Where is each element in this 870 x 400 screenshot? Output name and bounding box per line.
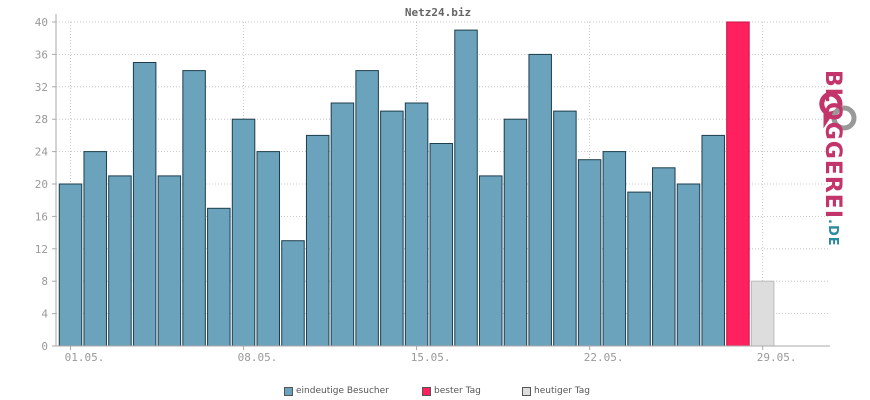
bar-eindeutige-besucher bbox=[652, 167, 676, 347]
bar-eindeutige-besucher bbox=[355, 70, 379, 347]
bar-eindeutige-besucher bbox=[281, 240, 305, 347]
bar-eindeutige-besucher bbox=[404, 102, 429, 347]
x-tick-label: 29.05. bbox=[757, 351, 797, 364]
y-tick-label: 12 bbox=[35, 243, 48, 256]
x-tick-label: 22.05. bbox=[584, 351, 624, 364]
legend-swatch-today bbox=[522, 386, 531, 396]
bar-eindeutige-besucher bbox=[108, 175, 132, 347]
bar-eindeutige-besucher bbox=[380, 110, 404, 347]
chart-title: Netz24.biz bbox=[405, 6, 471, 19]
bar-eindeutige-besucher bbox=[602, 151, 627, 347]
bar-eindeutige-besucher bbox=[330, 102, 355, 347]
bar-eindeutige-besucher bbox=[478, 175, 503, 347]
legend-item-best-day: bester Tag bbox=[422, 386, 481, 396]
bar-eindeutige-besucher bbox=[627, 191, 651, 347]
bar-eindeutige-besucher bbox=[577, 159, 602, 347]
x-tick-label: 15.05. bbox=[411, 351, 451, 364]
legend-swatch-best-day bbox=[422, 386, 431, 396]
bar-eindeutige-besucher bbox=[83, 151, 107, 347]
bar-eindeutige-besucher bbox=[182, 70, 206, 347]
bar-eindeutige-besucher bbox=[701, 134, 725, 347]
legend: eindeutige Besucher bester Tag heutiger … bbox=[0, 386, 870, 400]
y-tick-label: 32 bbox=[35, 81, 48, 94]
bar-eindeutige-besucher bbox=[207, 207, 231, 347]
legend-swatch-visitors bbox=[284, 386, 293, 396]
bar-eindeutige-besucher bbox=[256, 151, 281, 347]
y-tick-label: 36 bbox=[35, 48, 48, 61]
y-tick-label: 24 bbox=[35, 146, 49, 159]
bars bbox=[58, 21, 775, 347]
axes: 0 4 8 12 16 20 24 28 32 36 40 01.05. 08.05. 15.05. 22.… bbox=[35, 14, 830, 364]
legend-label-best-day: bester Tag bbox=[434, 386, 481, 396]
y-tick-label: 16 bbox=[35, 210, 48, 223]
bar-eindeutige-besucher bbox=[132, 62, 157, 347]
bar-eindeutige-besucher bbox=[503, 118, 528, 347]
bar-eindeutige-besucher bbox=[528, 53, 552, 347]
bar-eindeutige-besucher bbox=[157, 175, 182, 347]
y-tick-label: 4 bbox=[41, 308, 48, 321]
bloggerei-logo-icon bbox=[819, 91, 857, 131]
legend-item-visitors: eindeutige Besucher bbox=[284, 386, 389, 396]
logo-text-suffix: .DE bbox=[825, 219, 840, 247]
logo-text-main: BLOGGEREI bbox=[820, 70, 845, 220]
bar-eindeutige-besucher bbox=[231, 118, 256, 347]
bar-eindeutige-besucher bbox=[676, 183, 701, 347]
y-tick-label: 0 bbox=[41, 340, 48, 353]
x-tick-label: 08.05. bbox=[238, 351, 278, 364]
bar-bester-tag bbox=[726, 21, 750, 347]
y-tick-label: 20 bbox=[35, 178, 48, 191]
bar-eindeutige-besucher bbox=[429, 143, 454, 347]
x-tick-label: 01.05. bbox=[65, 351, 105, 364]
y-tick-label: 8 bbox=[41, 275, 48, 288]
bar-heutiger-tag bbox=[750, 280, 775, 347]
y-tick-label: 40 bbox=[35, 16, 48, 29]
bar-eindeutige-besucher bbox=[58, 183, 83, 347]
y-tick-label: 28 bbox=[35, 113, 48, 126]
legend-label-today: heutiger Tag bbox=[534, 386, 591, 396]
bar-eindeutige-besucher bbox=[454, 29, 478, 347]
legend-label-visitors: eindeutige Besucher bbox=[296, 386, 389, 396]
bar-eindeutige-besucher bbox=[553, 110, 577, 347]
bloggerei-logo-text: BLOGGEREI.DE bbox=[820, 70, 845, 247]
legend-item-today: heutiger Tag bbox=[522, 386, 590, 396]
bar-eindeutige-besucher bbox=[305, 134, 330, 347]
